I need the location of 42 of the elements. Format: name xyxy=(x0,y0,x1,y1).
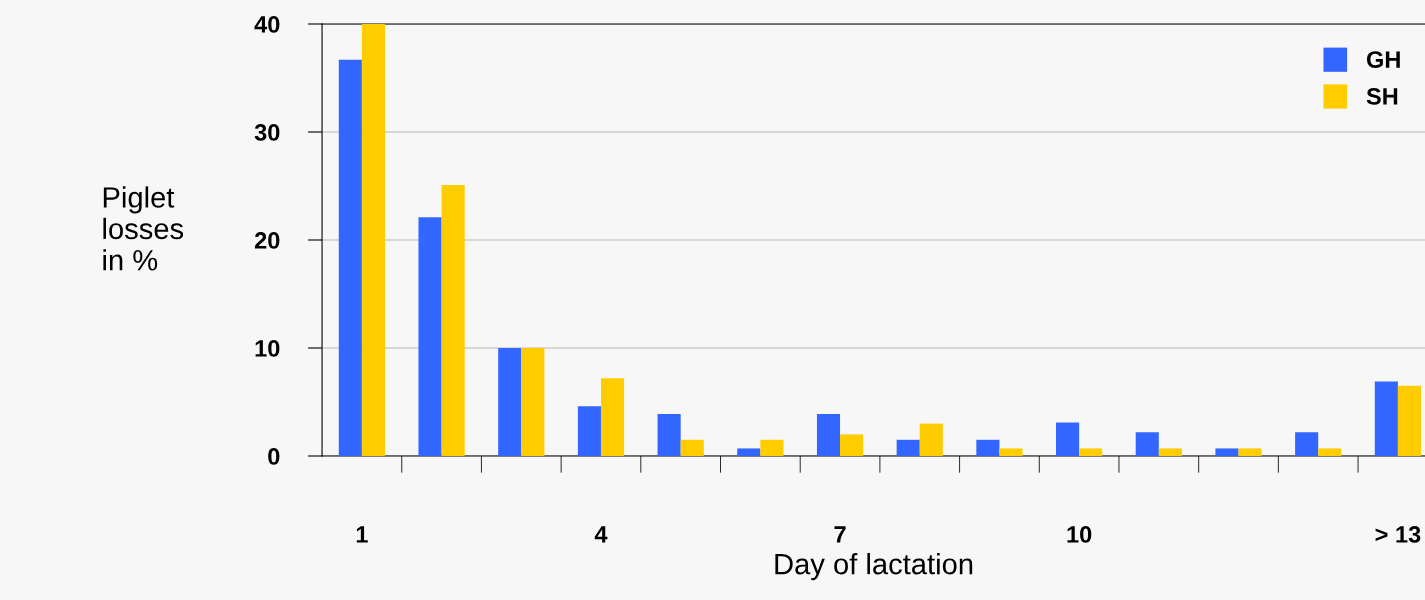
bar xyxy=(840,434,864,456)
bar xyxy=(976,439,1000,456)
bar xyxy=(737,448,761,456)
bar xyxy=(1079,448,1103,456)
y-axis-title: Piglet losses in % xyxy=(103,186,184,271)
bar xyxy=(760,439,784,456)
bar xyxy=(1135,432,1159,456)
bar xyxy=(1295,432,1319,456)
bar xyxy=(1158,448,1182,456)
x-tick-label: 4 xyxy=(594,526,608,543)
x-tick-label: 10 xyxy=(1067,526,1092,543)
bar xyxy=(816,413,841,456)
y-tick-label: 30 xyxy=(254,124,280,141)
bar xyxy=(1056,422,1080,456)
bar xyxy=(1215,448,1239,456)
bar xyxy=(418,217,442,456)
bar xyxy=(498,348,522,456)
x-axis-title: Day of lactation xyxy=(775,553,973,581)
bar xyxy=(680,439,704,456)
bar xyxy=(1238,448,1262,456)
legend-label: SH xyxy=(1366,87,1398,105)
bar xyxy=(657,413,681,456)
bar xyxy=(338,59,362,456)
y-tick-label: 40 xyxy=(254,16,280,33)
bar xyxy=(919,423,943,456)
x-tick-label: 1 xyxy=(356,526,368,543)
y-tick-label: 0 xyxy=(268,448,280,465)
x-tick-label: 7 xyxy=(834,526,846,543)
bar xyxy=(361,24,386,456)
bar xyxy=(521,348,545,456)
y-tick-label: 10 xyxy=(255,340,280,357)
bar xyxy=(441,184,465,456)
bar xyxy=(1397,385,1422,456)
bar xyxy=(999,448,1023,456)
x-tick-label: > 13 xyxy=(1375,526,1421,543)
bar xyxy=(896,439,920,456)
bar xyxy=(577,406,601,456)
bar xyxy=(600,378,625,456)
y-tick-label: 20 xyxy=(254,232,280,249)
bar xyxy=(1318,448,1342,456)
bar xyxy=(1374,381,1398,456)
legend-label: GH xyxy=(1366,51,1400,68)
